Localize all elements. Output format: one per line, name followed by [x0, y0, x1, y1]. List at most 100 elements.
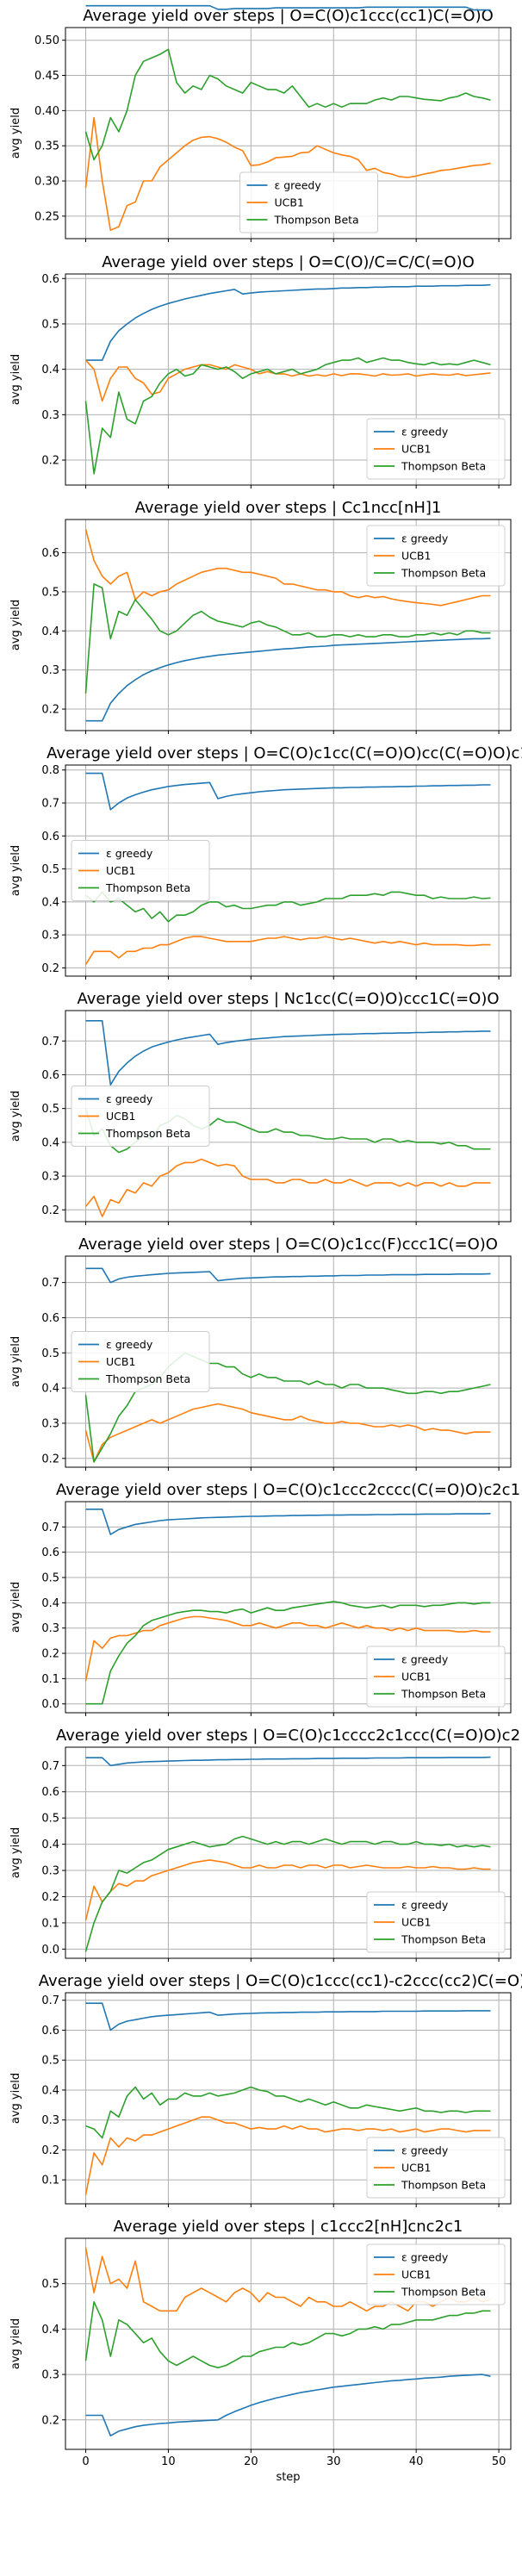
plot-frame	[65, 764, 512, 977]
plot-frame	[65, 273, 512, 486]
legend-entry: UCB1	[106, 1355, 135, 1368]
chart-panel-5: Average yield over steps | Nc1cc(C(=O)O)…	[9, 990, 512, 1225]
plot-frame	[65, 1501, 512, 1714]
series-line-3	[85, 2086, 491, 2139]
y-axis-label: avg yield	[9, 1091, 22, 1142]
plot-frame	[65, 1255, 512, 1468]
legend-entry: ε greedy	[106, 1338, 153, 1351]
series-line-1	[85, 4, 491, 11]
y-tick-label: 0.4	[41, 625, 59, 638]
series-line-2	[84, 1403, 491, 1463]
y-tick-label: 0.1	[41, 1673, 59, 1686]
series-line-2	[84, 116, 491, 232]
y-tick-label: 0.4	[41, 2084, 59, 2097]
series-line-1	[85, 1020, 491, 1086]
y-tick-label: 0.6	[41, 1069, 59, 1082]
legend-entry: ε greedy	[401, 2144, 449, 2157]
y-tick-label: 0.6	[41, 273, 59, 286]
y-axis-label: avg yield	[9, 600, 22, 650]
y-tick-label: 0.4	[41, 364, 59, 376]
y-tick-label: 0.5	[41, 2278, 59, 2291]
series-line-2	[84, 529, 491, 607]
series-line-1	[85, 2374, 491, 2436]
legend-entry: Thompson Beta	[401, 2286, 486, 2299]
x-tick-label: 10	[161, 2455, 176, 2468]
series-line-2	[84, 2116, 491, 2195]
x-axis-label: step	[276, 2471, 300, 2484]
y-tick-label: 0.4	[41, 1383, 59, 1396]
y-tick-label: 0.2	[41, 962, 59, 975]
legend-entry: ε greedy	[106, 847, 153, 860]
legend: ε greedy UCB1 Thompson Beta	[239, 171, 378, 233]
y-tick-label: 0.3	[41, 664, 59, 677]
y-tick-label: 0.3	[41, 930, 59, 943]
legend: ε greedy UCB1 Thompson Beta	[71, 1086, 210, 1147]
legend-entry: Thompson Beta	[401, 1933, 486, 1946]
y-axis-label: avg yield	[9, 1582, 22, 1633]
y-tick-label: 0.2	[41, 1648, 59, 1661]
y-tick-label: 0.8	[41, 764, 59, 777]
legend-entry: UCB1	[106, 1110, 135, 1123]
plot-frame	[65, 1746, 512, 1959]
legend: ε greedy UCB1 Thompson Beta	[366, 2137, 506, 2199]
chart-panel-9: Average yield over steps | O=C(O)c1ccc(c…	[9, 1972, 522, 2207]
y-tick-label: 0.3	[41, 1622, 59, 1635]
y-tick-label: 0.3	[41, 1171, 59, 1184]
y-tick-label: 0.5	[41, 318, 59, 331]
y-axis-label: avg yield	[9, 845, 22, 896]
legend-box	[366, 418, 506, 480]
x-tick-label: 40	[409, 2455, 424, 2468]
series-line-3	[84, 2301, 491, 2368]
series-line-1	[85, 1509, 491, 1535]
legend-entry: Thompson Beta	[274, 214, 359, 227]
y-tick-label: 0.4	[41, 1839, 59, 1851]
y-tick-label: 0.2	[41, 1453, 59, 1465]
y-tick-label: 0.2	[41, 1204, 59, 1217]
plot-frame	[65, 2237, 512, 2450]
y-tick-label: 0.5	[41, 1813, 59, 1826]
chart-title: Average yield over steps | O=C(O)c1cccc2…	[56, 1727, 520, 1745]
y-tick-label: 0.40	[34, 105, 59, 118]
legend-entry: ε greedy	[401, 2251, 449, 2264]
series-line-1	[85, 1267, 491, 1284]
legend: ε greedy UCB1 Thompson Beta	[71, 840, 210, 901]
chart-title: Average yield over steps | O=C(O)c1ccc(c…	[39, 1972, 522, 1990]
y-tick-label: 0.0	[41, 1698, 59, 1711]
y-tick-label: 0.3	[41, 1417, 59, 1430]
legend: ε greedy UCB1 Thompson Beta	[366, 1891, 506, 1953]
y-tick-label: 0.4	[41, 1597, 59, 1610]
legend-entry: ε greedy	[401, 532, 449, 545]
x-tick-label: 20	[244, 2455, 258, 2468]
legend: ε greedy UCB1 Thompson Beta	[366, 525, 506, 587]
series-line-2	[84, 359, 491, 402]
legend-entry: UCB1	[401, 2162, 431, 2175]
legend-entry: Thompson Beta	[401, 460, 486, 473]
chart-title: Average yield over steps | O=C(O)c1cc(C(…	[47, 744, 522, 762]
legend-entry: ε greedy	[401, 426, 449, 439]
y-tick-label: 0.7	[41, 1036, 59, 1048]
chart-panel-1: Average yield over steps | O=C(O)c1ccc(c…	[9, 4, 512, 242]
chart-title: Average yield over steps | O=C(O)c1ccc(c…	[83, 7, 494, 25]
plot-frame	[65, 1992, 512, 2205]
y-axis-label: avg yield	[9, 1336, 22, 1387]
y-tick-label: 0.5	[41, 1103, 59, 1116]
y-tick-label: 0.5	[41, 863, 59, 876]
series-line-3	[84, 891, 491, 923]
series-line-2	[84, 1859, 491, 1921]
y-tick-label: 0.50	[34, 34, 59, 47]
y-axis-label: avg yield	[9, 354, 22, 405]
legend: ε greedy UCB1 Thompson Beta	[71, 1331, 210, 1392]
y-tick-label: 0.2	[41, 2414, 59, 2427]
legend-box	[71, 1331, 210, 1392]
legend-entry: UCB1	[401, 2268, 431, 2281]
legend: ε greedy UCB1 Thompson Beta	[366, 1646, 506, 1708]
plot-frame	[65, 519, 512, 731]
series-line-1	[85, 283, 491, 361]
series-line-1	[85, 638, 491, 722]
y-tick-label: 0.6	[41, 1786, 59, 1799]
legend-entry: Thompson Beta	[105, 881, 190, 894]
x-tick-label: 50	[492, 2455, 506, 2468]
series-line-2	[84, 936, 491, 966]
legend: ε greedy UCB1 Thompson Beta	[366, 2243, 506, 2305]
